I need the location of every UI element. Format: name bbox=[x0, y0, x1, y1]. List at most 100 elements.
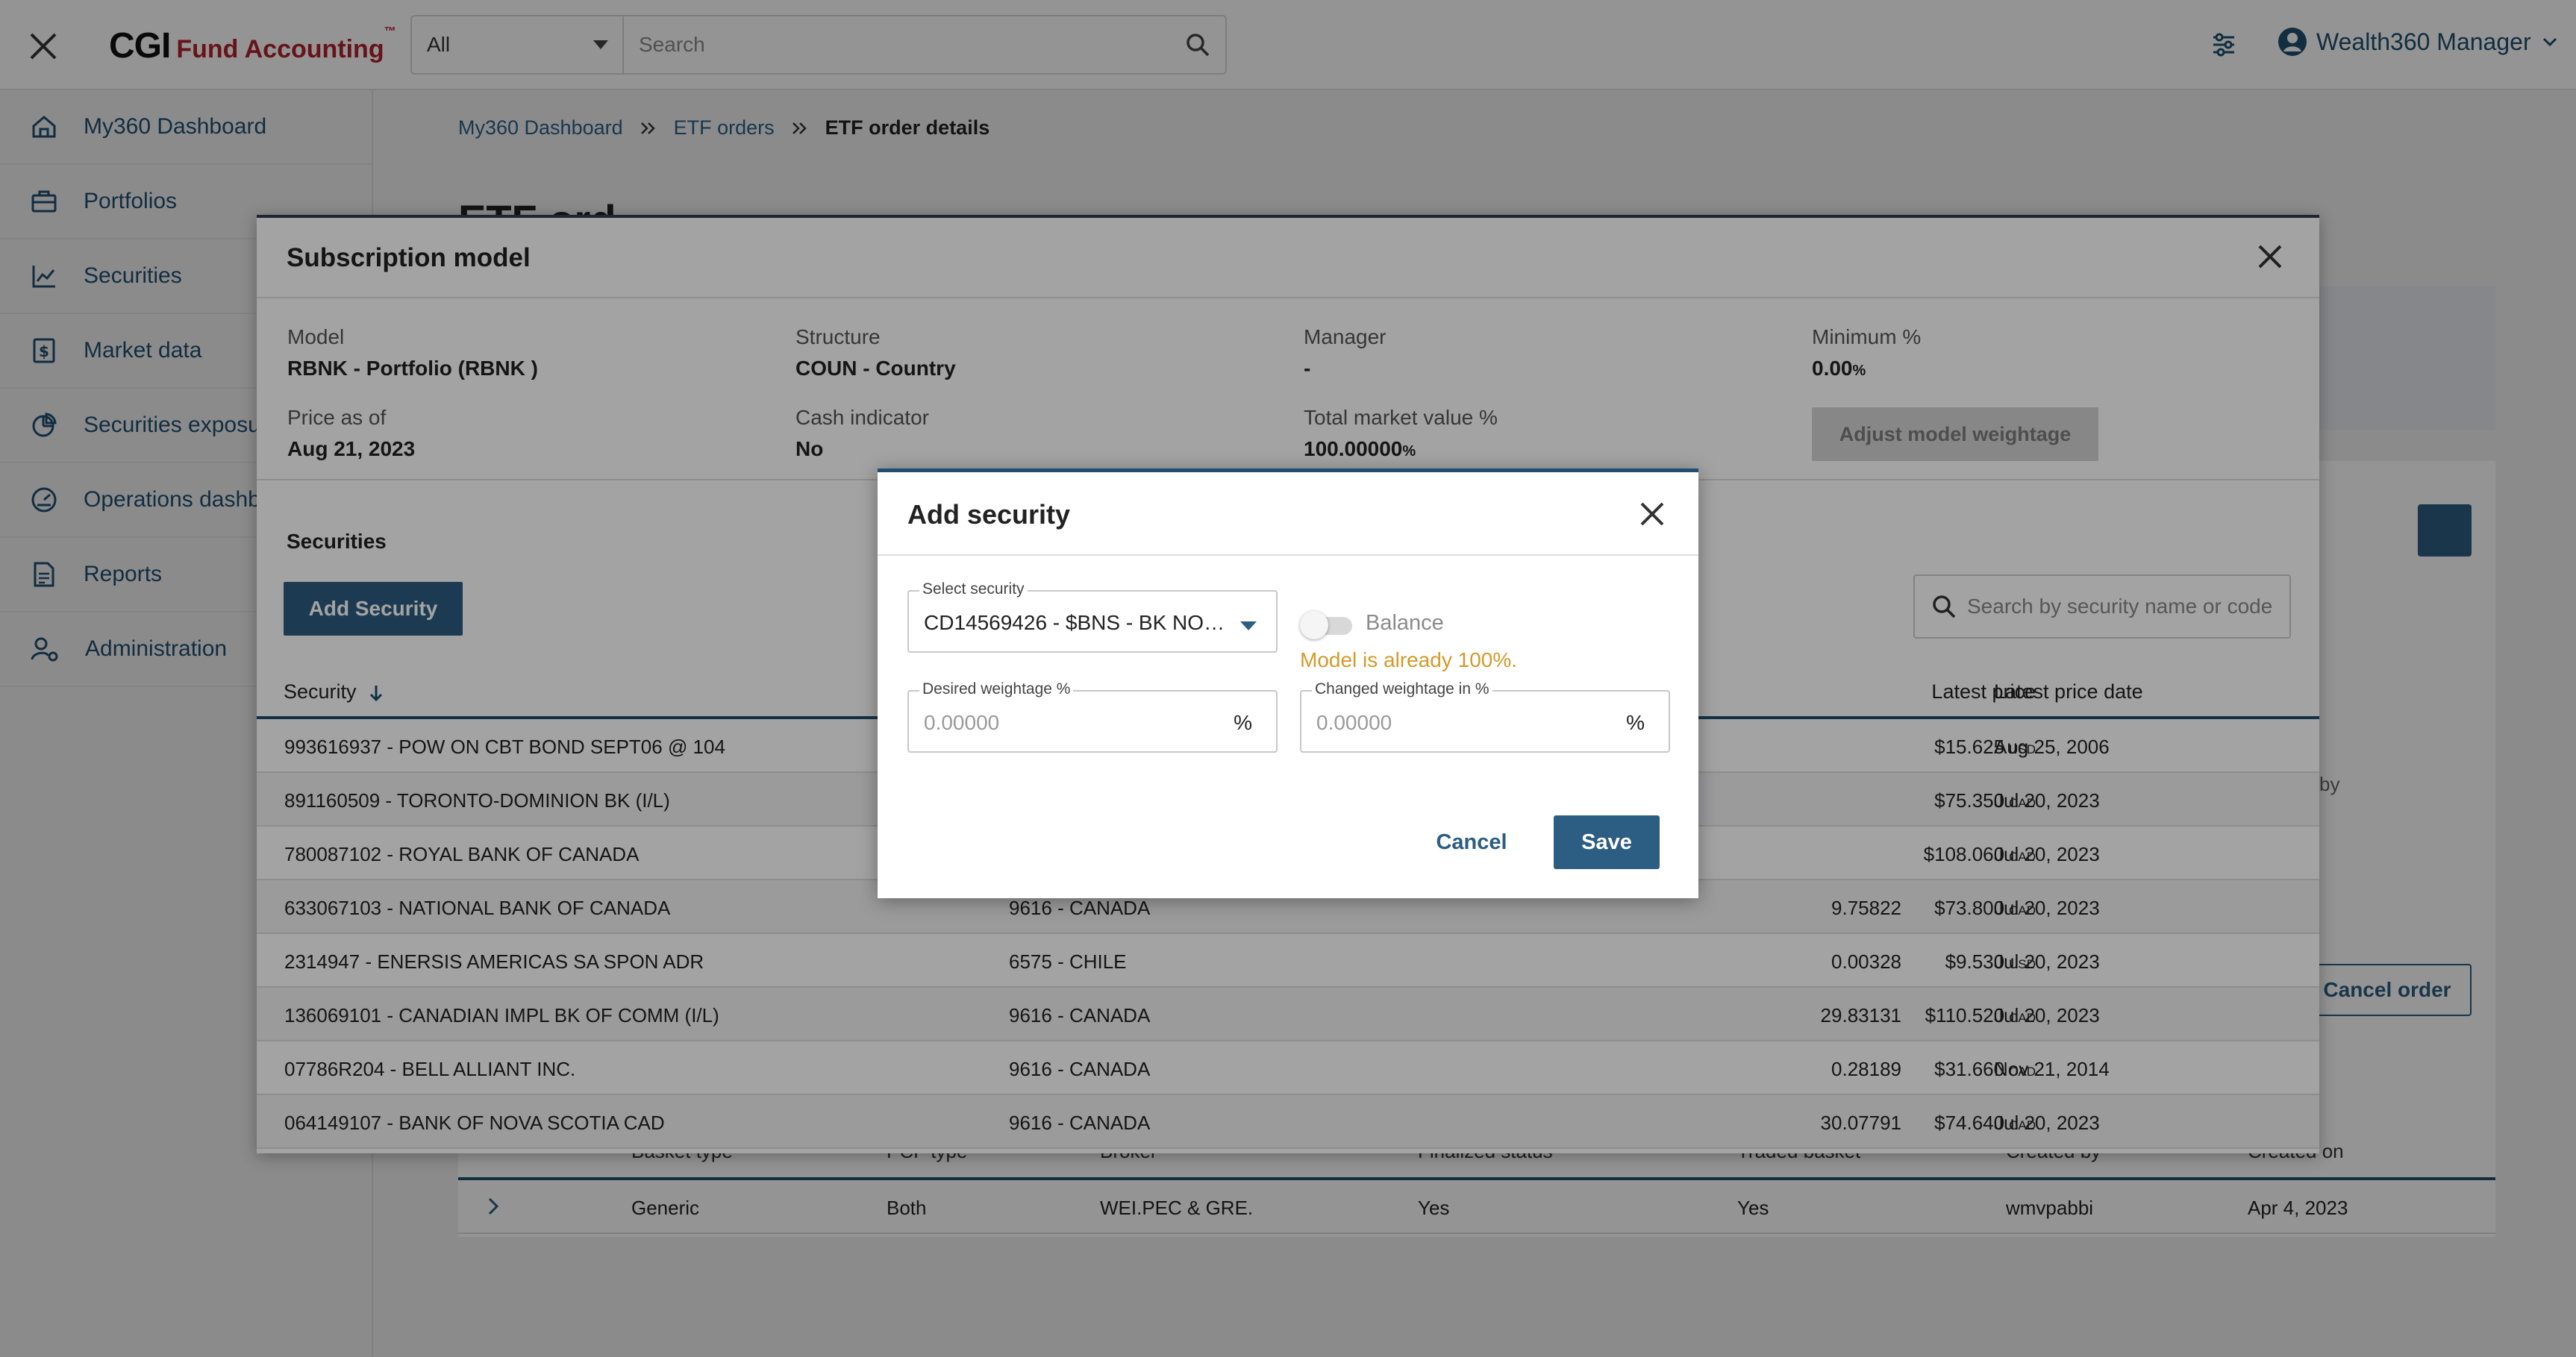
user-menu[interactable]: Wealth360 Manager bbox=[2278, 27, 2560, 57]
latest-price-cell: $31.660 CAD bbox=[1824, 1058, 2036, 1081]
currency-code: CAD bbox=[2009, 850, 2036, 864]
field-value: No bbox=[795, 437, 824, 460]
search-scope-value: All bbox=[427, 33, 451, 56]
user-name: Wealth360 Manager bbox=[2316, 28, 2531, 55]
security-cell: 993616937 - POW ON CBT BOND SEPT06 @ 104 bbox=[284, 736, 725, 758]
trademark: ™ bbox=[384, 25, 396, 38]
home-icon bbox=[32, 116, 56, 138]
latest-price-date-cell: Jul 20, 2023 bbox=[1994, 1004, 2100, 1027]
breadcrumb-link[interactable]: My360 Dashboard bbox=[458, 116, 623, 139]
chevron-right-icon[interactable] bbox=[485, 1195, 503, 1217]
close-icon[interactable] bbox=[27, 30, 60, 63]
close-icon[interactable] bbox=[1637, 499, 1667, 529]
value-number: 100.00000 bbox=[1304, 437, 1403, 460]
value-unit: % bbox=[1402, 443, 1416, 460]
field-label: Select security bbox=[919, 580, 1028, 598]
cancel-button[interactable]: Cancel bbox=[1436, 830, 1507, 854]
sidebar-item-administration[interactable]: Administration bbox=[0, 612, 372, 687]
field-value: 0.00% bbox=[1812, 357, 1921, 380]
percent-suffix: % bbox=[1234, 711, 1252, 734]
security-cell: 891160509 - TORONTO-DOMINION BK (I/L) bbox=[284, 789, 670, 812]
filter-settings-icon[interactable] bbox=[2209, 30, 2239, 60]
sidebar-item-label: Reports bbox=[84, 562, 163, 586]
chevron-down-icon bbox=[1240, 621, 1257, 630]
field-value: 100.00000% bbox=[1304, 437, 1498, 461]
top-bar: CGI Fund Accounting™ All Search Wealth360… bbox=[0, 0, 2576, 90]
column-header-latest-price[interactable]: Latest price bbox=[1931, 680, 2036, 703]
sidebar-item-market-data[interactable]: $ Market data bbox=[0, 314, 372, 389]
sidebar-item-portfolios[interactable]: Portfolios bbox=[0, 165, 372, 239]
dialog-title: Add security bbox=[907, 499, 1071, 530]
latest-price-cell: $73.800 CAD bbox=[1824, 897, 2036, 920]
table-row[interactable]: 136069101 - CANADIAN IMPL BK OF COMM (I/… bbox=[257, 988, 2319, 1041]
table-row[interactable]: Generic Both WEI.PEC & GRE. Yes Yes wmvp… bbox=[458, 1180, 2495, 1234]
breadcrumb: My360 Dashboard ETF orders ETF order det… bbox=[458, 116, 990, 140]
model-summary: Model RBNK - Portfolio (RBNK ) Structure… bbox=[257, 298, 2319, 480]
balance-toggle[interactable] bbox=[1300, 611, 1355, 639]
price-value: $31.660 bbox=[1934, 1058, 2005, 1080]
column-header-label: Security bbox=[284, 680, 357, 703]
field-label: Structure bbox=[795, 325, 881, 348]
latest-price-cell: $74.640 CAD bbox=[1824, 1112, 2036, 1135]
global-search-input[interactable]: Search bbox=[622, 15, 1227, 75]
latest-price-cell: $75.350 CAD bbox=[1824, 789, 2036, 812]
price-value: $15.625 bbox=[1934, 736, 2005, 758]
breadcrumb-link[interactable]: ETF orders bbox=[673, 116, 775, 139]
edit-button[interactable] bbox=[2418, 504, 2472, 557]
value-unit: % bbox=[1852, 363, 1866, 379]
dollar-doc-icon: $ bbox=[33, 338, 55, 363]
field-label: Model bbox=[287, 325, 345, 348]
security-search-input[interactable]: Search by security name or code bbox=[1913, 574, 2291, 639]
table-row[interactable]: 07786R204 - BELL ALLIANT INC. 9616 - CANA… bbox=[257, 1041, 2319, 1095]
search-scope-select[interactable]: All bbox=[410, 15, 623, 75]
field-label: Total market value % bbox=[1304, 406, 1498, 429]
table-row[interactable]: 064149107 - BANK OF NOVA SCOTIA CAD 9616 … bbox=[257, 1095, 2319, 1149]
close-icon[interactable] bbox=[2254, 240, 2286, 273]
sidebar-item-dashboard[interactable]: My360 Dashboard bbox=[0, 90, 372, 165]
column-header-latest-price-date[interactable]: Latest price date bbox=[1994, 680, 2143, 703]
product-name: Fund Accounting bbox=[176, 35, 384, 63]
desired-weightage-input[interactable]: Desired weightage % 0.00000 % bbox=[907, 680, 1278, 753]
country-cell: 9616 - CANADA bbox=[1009, 1058, 1151, 1080]
weight-cell: 9.75822 bbox=[1831, 897, 1901, 919]
search-icon bbox=[1933, 595, 1956, 618]
desired-weightage-placeholder: 0.00000 bbox=[924, 711, 1000, 734]
field-label: Manager bbox=[1304, 325, 1387, 348]
select-security-dropdown[interactable]: Select security CD14569426 - $BNS - BK N… bbox=[907, 580, 1278, 653]
currency-code: CAD bbox=[2009, 903, 2036, 918]
sidebar-item-label: Portfolios bbox=[84, 189, 178, 213]
changed-weightage-input[interactable]: Changed weightage in % 0.00000 % bbox=[1300, 680, 1670, 753]
table-row[interactable]: 2314947 - ENERSIS AMERICAS SA SPON ADR 65… bbox=[257, 934, 2319, 988]
search-icon[interactable] bbox=[1185, 32, 1210, 57]
latest-price-cell: $108.060 CAD bbox=[1824, 843, 2036, 866]
latest-price-date-cell: Jul 20, 2023 bbox=[1994, 843, 2100, 865]
currency-code: CAD bbox=[2009, 796, 2036, 810]
adjust-model-weightage-button[interactable]: Adjust model weightage bbox=[1812, 407, 2098, 461]
security-cell: 07786R204 - BELL ALLIANT INC. bbox=[284, 1058, 576, 1080]
balance-label: Balance bbox=[1366, 611, 1444, 635]
securities-section-title: Securities bbox=[287, 530, 387, 553]
sidebar-item-securities-exposure[interactable]: Securities exposure bbox=[0, 389, 372, 463]
table-cell: Yes bbox=[1418, 1197, 1450, 1219]
add-security-button[interactable]: Add Security bbox=[284, 582, 463, 636]
column-header-security[interactable]: Security bbox=[284, 680, 384, 703]
sidebar-item-securities[interactable]: Securities bbox=[0, 239, 372, 314]
save-button[interactable]: Save bbox=[1554, 815, 1660, 869]
price-as-of-field: Price as of Aug 21, 2023 bbox=[287, 406, 415, 461]
security-cell: 633067103 - NATIONAL BANK OF CANADA bbox=[284, 897, 671, 919]
manager-field: Manager - bbox=[1304, 325, 1387, 380]
field-label: Price as of bbox=[287, 406, 387, 429]
double-chevron-right-icon bbox=[640, 122, 655, 134]
table-cell: Apr 4, 2023 bbox=[2248, 1197, 2348, 1219]
sidebar-item-reports[interactable]: Reports bbox=[0, 538, 372, 612]
cash-indicator-field: Cash indicator No bbox=[795, 406, 929, 461]
double-chevron-right-icon bbox=[792, 122, 807, 134]
structure-field: Structure COUN - Country bbox=[795, 325, 956, 380]
dialog-header: Add security bbox=[878, 472, 1698, 556]
modal-header: Subscription model bbox=[257, 218, 2319, 298]
chevron-down-icon bbox=[593, 40, 608, 49]
pie-chart-icon bbox=[32, 413, 57, 437]
latest-price-date-cell: Jul 20, 2023 bbox=[1994, 950, 2100, 973]
modal-title: Subscription model bbox=[287, 243, 531, 272]
add-security-dialog: Add security Select security CD14569426 … bbox=[878, 468, 1698, 898]
